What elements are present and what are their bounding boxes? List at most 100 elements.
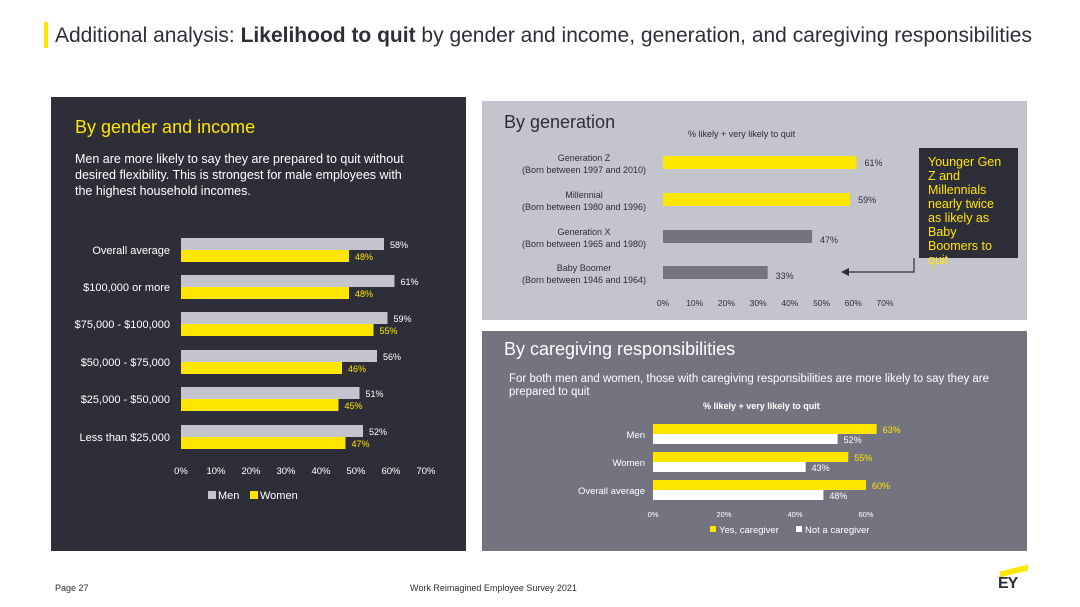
footer-page-number: Page 27 [55,583,89,593]
bar-men [181,350,377,362]
x-tick-label: 0% [657,298,670,308]
category-label: $75,000 - $100,000 [75,319,170,331]
generation-name: Generation Z [558,153,611,163]
bar-women [181,324,374,336]
data-label-women: 45% [345,401,363,411]
x-tick-label: 20% [718,298,735,308]
x-tick-label: 40% [787,510,802,519]
generation-years: (Born between 1997 and 2010) [522,165,646,175]
generation-years: (Born between 1980 and 1996) [522,202,646,212]
data-label-women: 46% [348,364,366,374]
bar-generation [663,156,857,169]
category-label: $25,000 - $50,000 [81,394,170,406]
x-tick-label: 50% [813,298,830,308]
data-label-women: 55% [380,326,398,336]
bar-women [181,250,349,262]
gender-income-intro: Men are more likely to say they are prep… [75,152,404,198]
category-label: Overall average [92,245,170,257]
data-label-men: 59% [394,314,412,324]
x-tick-label: 0% [648,510,659,519]
x-tick-label: 60% [858,510,873,519]
ey-logo-text: EY [998,575,1018,592]
title-accent-bar [44,22,48,48]
caregiving-heading: By caregiving responsibilities [504,339,736,359]
generation-name: Baby Boomer [557,263,612,273]
gender-income-heading: By gender and income [75,117,256,137]
title-prefix: Additional analysis: [55,24,241,47]
bar-men [181,312,388,324]
x-tick-label: 10% [206,466,226,477]
caregiving-category: Women [612,458,645,469]
x-tick-label: 40% [311,466,331,477]
category-label: $100,000 or more [83,282,170,294]
data-label-men: 52% [369,427,387,437]
caregiving-chart-label: % likely + very likely to quit [703,401,820,411]
bar-generation [663,230,813,243]
bar-women [181,437,346,449]
caregiving-category: Men [627,430,645,441]
x-tick-label: 20% [241,466,261,477]
data-label-women: 47% [352,439,370,449]
bar-women [181,399,339,411]
bar-men [181,425,363,437]
generation-years: (Born between 1946 and 1964) [522,275,646,285]
bar-not-caregiver [653,490,824,500]
data-label-generation: 61% [864,158,882,168]
x-tick-label: 20% [716,510,731,519]
data-label-men: 56% [383,352,401,362]
bar-generation [663,193,851,206]
data-label-generation: 59% [858,195,876,205]
bar-caregiver [653,452,849,462]
title-bold: Likelihood to quit [240,24,416,47]
x-tick-label: 10% [686,298,703,308]
generation-chart-label: % likely + very likely to quit [688,129,796,139]
generation-heading: By generation [504,112,616,132]
data-label-women: 48% [355,289,373,299]
data-label-men: 58% [390,240,408,250]
caregiving-category: Overall average [578,486,645,497]
data-label-men: 51% [366,389,384,399]
bar-men [181,387,360,399]
category-label: $50,000 - $75,000 [81,357,170,369]
bar-caregiver [653,424,877,434]
legend-label-men: Men [218,490,239,502]
data-label-not-caregiver: 48% [829,491,847,501]
x-tick-label: 70% [416,466,436,477]
legend-label-not-caregiver: Not a caregiver [805,525,869,536]
data-label-women: 48% [355,252,373,262]
x-tick-label: 50% [346,466,366,477]
generation-panel: By generation % likely + very likely to … [482,101,1027,320]
data-label-generation: 47% [820,235,838,245]
generation-name: Millennial [565,190,603,200]
x-tick-label: 70% [876,298,893,308]
data-label-caregiver: 60% [872,481,890,491]
category-label: Less than $25,000 [79,432,170,444]
caregiving-intro: For both men and women, those with careg… [509,373,990,398]
callout-connector [848,258,915,273]
generation-callout: Younger Gen Z and Millennials nearly twi… [919,148,1018,267]
x-tick-label: 60% [381,466,401,477]
title-suffix: by gender and income, generation, and ca… [415,24,1032,47]
legend-swatch-not-caregiver [796,526,802,532]
bar-women [181,362,342,374]
ey-logo: EY [996,564,1030,594]
callout-arrowhead [841,268,849,276]
x-tick-label: 60% [845,298,862,308]
data-label-not-caregiver: 43% [812,463,830,473]
legend-swatch-men [208,491,216,499]
bar-not-caregiver [653,462,806,472]
generation-name: Generation X [557,227,610,237]
data-label-men: 61% [401,277,419,287]
legend-swatch-caregiver [710,526,716,532]
x-tick-label: 30% [276,466,296,477]
legend-label-caregiver: Yes, caregiver [719,525,779,536]
x-tick-label: 0% [174,466,188,477]
bar-caregiver [653,480,866,490]
footer-survey-name: Work Reimagined Employee Survey 2021 [410,583,577,593]
data-label-caregiver: 63% [883,425,901,435]
data-label-not-caregiver: 52% [844,435,862,445]
generation-years: (Born between 1965 and 1980) [522,239,646,249]
bar-women [181,287,349,299]
